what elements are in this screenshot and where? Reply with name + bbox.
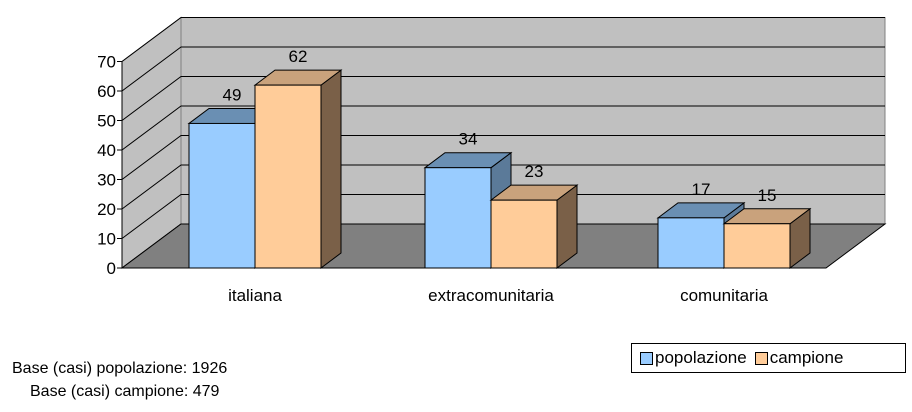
gridline — [121, 135, 885, 180]
legend: popolazione campione — [631, 343, 906, 373]
bar-campione-extracomunitaria — [490, 199, 558, 269]
data-label: 15 — [758, 186, 777, 205]
data-label: 23 — [525, 162, 544, 181]
gridline — [121, 46, 885, 92]
gridline — [121, 164, 885, 210]
legend-label-popolazione: popolazione — [655, 348, 747, 367]
data-label: 62 — [289, 47, 308, 66]
legend-swatch-campione — [754, 351, 768, 365]
y-tick-label: 0 — [107, 259, 116, 278]
legend-item-popolazione: popolazione — [640, 348, 747, 368]
bar-popolazione-comunitaria — [657, 217, 725, 269]
data-label: 34 — [459, 130, 478, 149]
base-campione-note: Base (casi) campione: 479 — [30, 383, 220, 400]
legend-item-campione: campione — [754, 348, 844, 368]
y-tick-label: 70 — [97, 53, 116, 72]
bar-campione-italiana — [254, 84, 322, 269]
y-tick-label: 40 — [97, 141, 116, 160]
bar-popolazione-italiana — [188, 122, 256, 269]
gridline — [121, 76, 885, 121]
y-tick-label: 50 — [97, 112, 116, 131]
x-tick-label: extracomunitaria — [428, 286, 554, 305]
data-label: 17 — [692, 180, 711, 199]
x-tick-label: comunitaria — [680, 286, 768, 305]
bar-side — [320, 69, 342, 269]
bar-popolazione-extracomunitaria — [424, 167, 492, 269]
gridline — [121, 17, 885, 62]
y-tick-label: 30 — [97, 171, 116, 190]
legend-label-campione: campione — [769, 348, 844, 367]
data-label: 49 — [223, 85, 242, 104]
y-tick-label: 10 — [97, 230, 116, 249]
y-tick-label: 20 — [97, 200, 116, 219]
y-tick-label: 60 — [97, 82, 116, 101]
legend-swatch-popolazione — [640, 351, 653, 365]
gridline — [121, 194, 885, 239]
bar-campione-comunitaria — [723, 223, 791, 269]
base-popolazione-note: Base (casi) popolazione: 1926 — [12, 360, 228, 377]
x-tick-label: italiana — [228, 286, 282, 305]
gridline — [121, 105, 885, 151]
